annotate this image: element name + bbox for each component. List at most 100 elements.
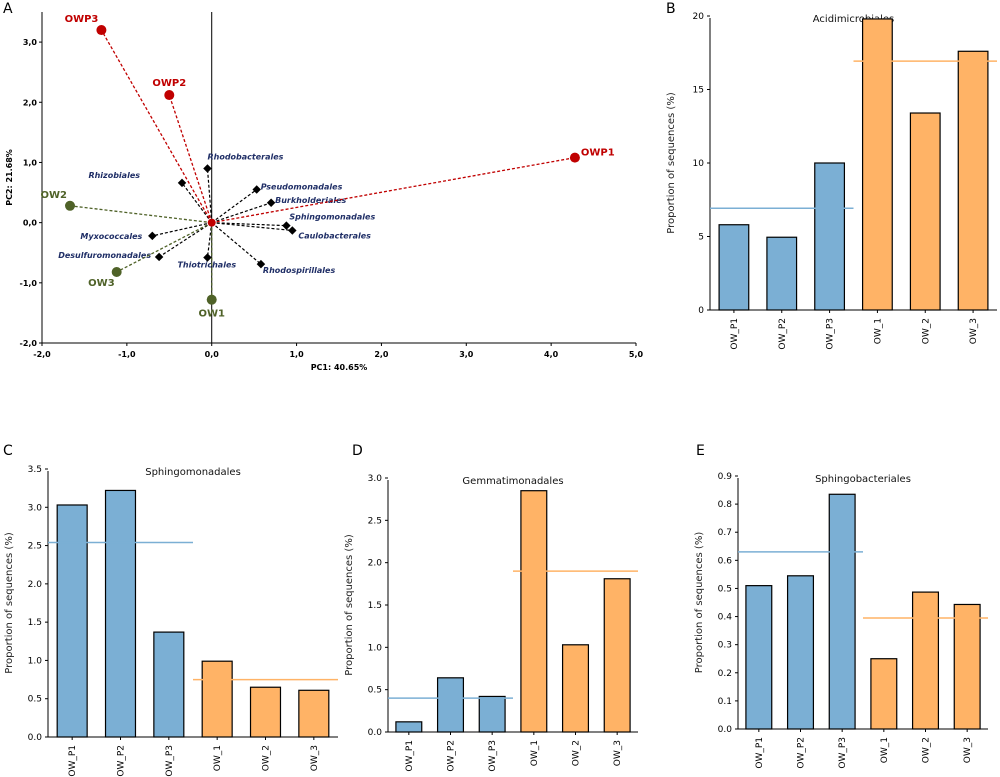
y-tick-label: 0.5 [368, 686, 382, 696]
pca-origin-point [207, 218, 216, 227]
y-tick-label: 10 [693, 159, 705, 169]
bar [911, 591, 940, 730]
y-tick-label: 0.3 [718, 641, 732, 651]
y-tick-label: 3.5 [28, 465, 42, 475]
sample-label: OWP3 [65, 14, 99, 25]
y-tick-label: 3.0 [28, 503, 43, 513]
bar [718, 224, 750, 311]
bar [436, 677, 465, 733]
bar [786, 575, 815, 730]
pca-y-tick-label: 1,0 [23, 158, 38, 167]
y-tick-label: 0.6 [718, 556, 733, 566]
sample-vector [168, 94, 213, 223]
taxon-vector [211, 202, 272, 224]
pca-x-tick-label: -2,0 [33, 350, 51, 359]
panel-letter-e: E [696, 443, 705, 459]
taxon-label: Myxococcales [80, 232, 142, 241]
y-tick-label: 0.5 [28, 695, 42, 705]
taxon-marker [252, 185, 261, 194]
bar [153, 631, 185, 738]
y-tick-label: 0.5 [718, 584, 732, 594]
taxon-vector [181, 182, 213, 223]
x-tick-label: OW_P2 [778, 318, 788, 350]
y-tick-label: 2.5 [28, 542, 42, 552]
pca-y-axis-label: PC2: 21.68% [5, 149, 14, 206]
y-tick-label: 1.5 [368, 601, 382, 611]
x-tick-label: OW_2 [922, 737, 932, 763]
pca-y-tick-label: 2,0 [23, 98, 38, 107]
sample-label: OW3 [88, 278, 115, 289]
x-tick-label: OW_1 [880, 737, 890, 763]
y-tick-label: 1.0 [28, 656, 43, 666]
y-tick-label: 0.0 [368, 728, 383, 738]
taxon-label: Rhodospirillales [263, 266, 336, 275]
y-tick-label: 20 [693, 12, 705, 22]
taxon-vector [206, 222, 213, 258]
taxon-label: Caulobacterales [298, 231, 371, 240]
bar [828, 493, 856, 730]
x-tick-label: OW_1 [873, 318, 883, 344]
taxon-marker [266, 198, 276, 208]
y-tick-label: 5 [698, 233, 704, 243]
sphingomonadales-bar-chart: Sphingomonadales 0.0 0.5 1.0 1.5 2.0 2.5 3.0 3.5… [4, 465, 338, 777]
y-tick-label: 2.5 [368, 516, 382, 526]
bar [298, 689, 330, 738]
x-tick-label: OW_P2 [117, 745, 127, 777]
pca-x-tick-label: 1,0 [289, 350, 304, 359]
y-axis-title: Proportion of sequences (%) [694, 532, 705, 674]
bar [870, 658, 898, 730]
bar [814, 162, 846, 311]
taxon-vector [211, 189, 258, 224]
y-tick-label: 2.0 [368, 559, 383, 569]
y-tick-label: 0.9 [718, 472, 733, 482]
taxon-label: Rhodobacterales [207, 152, 283, 161]
x-tick-label: OW_P3 [165, 745, 175, 777]
panel-letter-b: B [666, 1, 676, 17]
pca-x-tick-label: 4,0 [544, 350, 559, 359]
taxon-marker [288, 226, 297, 235]
taxon-vector [152, 222, 212, 237]
x-tick-label: OW_2 [921, 318, 931, 344]
bar [603, 578, 631, 733]
panel-letter-c: C [3, 443, 13, 459]
pca-biplot-panel: -2,0 -1,0 0,0 1,0 2,0 3,0 4,0 5,0 -2,0 -1,0 0,0 1,0… [5, 12, 644, 372]
pca-y-tick-label: 3,0 [23, 38, 38, 47]
bar [953, 603, 981, 730]
sample-vector [211, 157, 576, 224]
x-tick-label: OW_P1 [730, 318, 740, 350]
bar [909, 112, 941, 311]
pca-x-tick-label: -1,0 [118, 350, 136, 359]
sample-point [164, 90, 175, 101]
gemmatimonadales-bar-chart: Gemmatimonadales 0.0 0.5 1.0 1.5 2.0 2.5 3.0 Pro… [344, 474, 638, 772]
taxon-label: Rhizobiales [88, 171, 140, 180]
sphingobacteriales-bar-chart: Sphingobacteriales 0.0 0.1 0.2 0.3 0.4 0.5 0.6 0… [694, 472, 988, 769]
pca-x-tick-label: 5,0 [629, 350, 644, 359]
x-tick-label: OW_3 [963, 737, 973, 763]
y-tick-label: 3.0 [368, 474, 383, 484]
taxon-marker [256, 259, 266, 269]
chart-title: Sphingobacteriales [815, 474, 911, 485]
y-tick-label: 0.1 [718, 697, 732, 707]
pca-x-tick-label: 2,0 [374, 350, 389, 359]
x-tick-label: OW_P2 [447, 740, 457, 772]
x-tick-label: OW_P1 [68, 745, 78, 777]
chart-title: Acidimicrobiales [813, 14, 895, 25]
bar [957, 50, 989, 311]
y-tick-label: 15 [693, 86, 704, 96]
bar [478, 695, 506, 733]
taxon-vector [206, 168, 213, 223]
pca-x-tick-label: 0,0 [205, 350, 220, 359]
taxon-marker [177, 178, 187, 188]
y-tick-label: 1.0 [368, 643, 383, 653]
x-tick-label: OW_3 [969, 318, 979, 344]
sample-label: OWP2 [152, 78, 186, 89]
x-tick-label: OW_P3 [488, 740, 498, 772]
x-tick-label: OW_3 [310, 745, 320, 771]
taxon-label: Pseudomonadales [261, 183, 343, 192]
chart-title: Gemmatimonadales [462, 476, 563, 487]
taxon-label: Desulfuromonadales [58, 251, 151, 260]
x-tick-label: OW_P1 [755, 737, 765, 769]
taxon-vector [211, 222, 262, 265]
y-tick-label: 0.0 [718, 725, 733, 735]
